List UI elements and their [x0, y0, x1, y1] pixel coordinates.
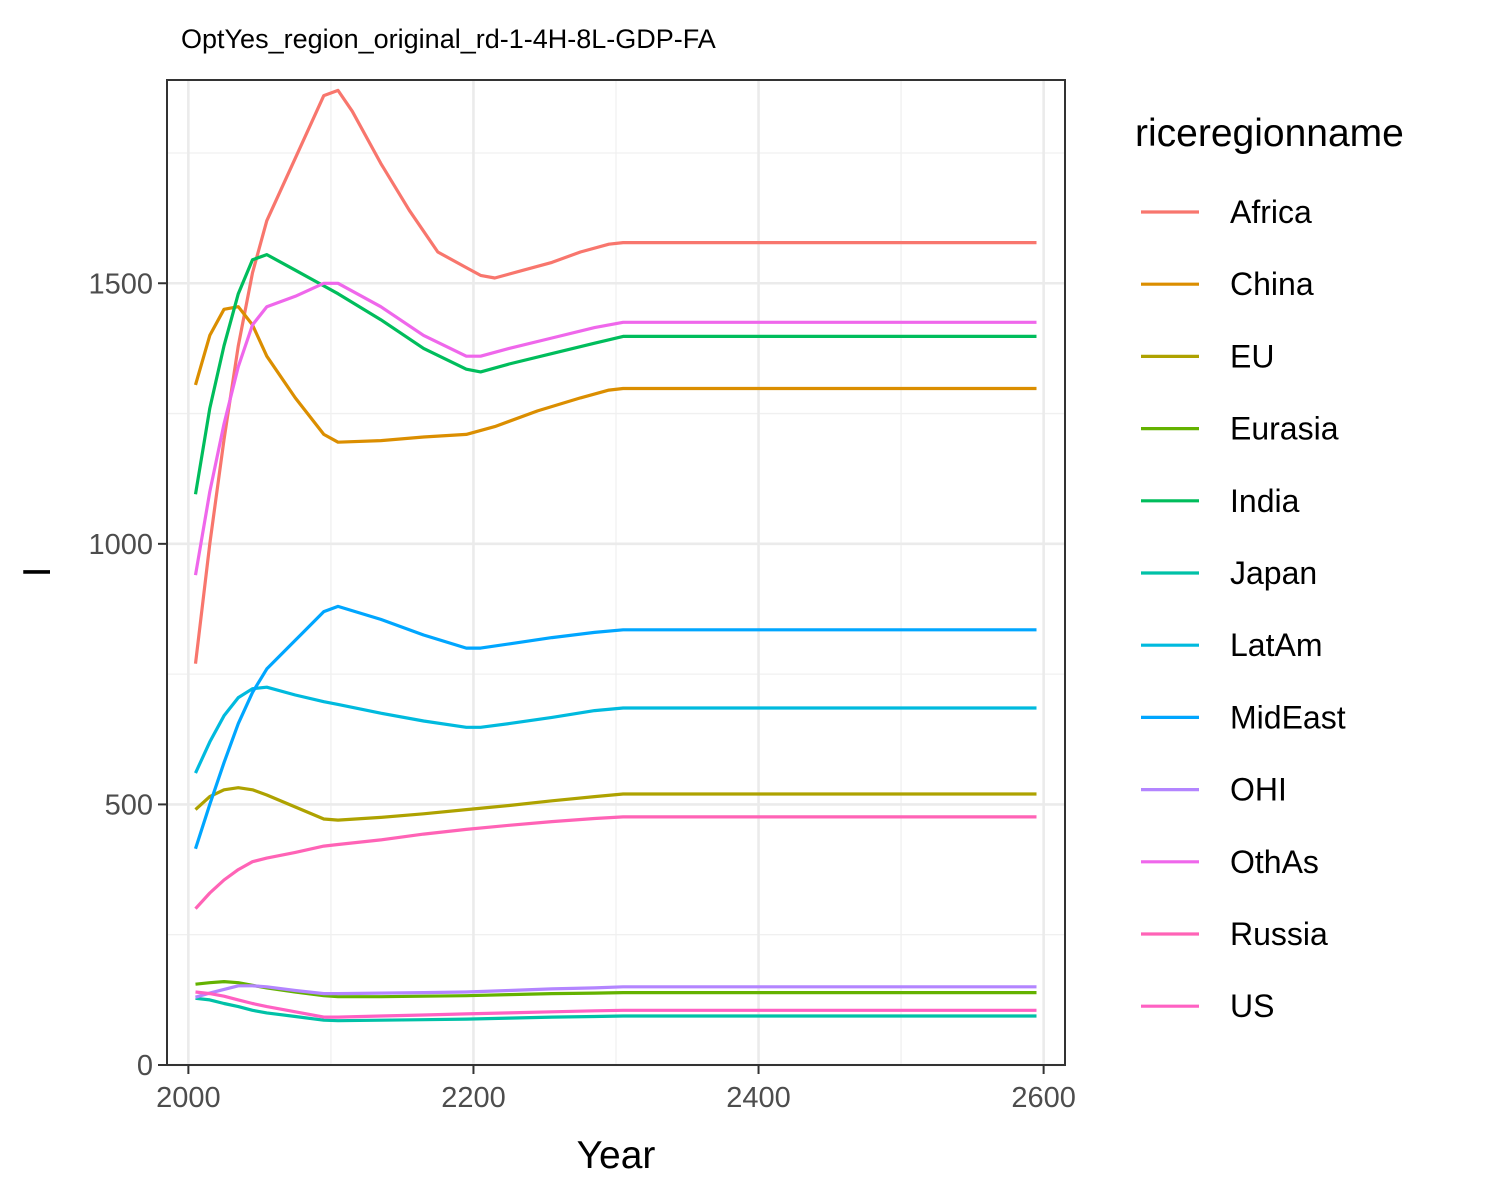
legend-label-china: China — [1230, 266, 1314, 302]
series-line-india — [193, 253, 1037, 495]
series-line-eu — [194, 786, 1037, 822]
plot-border — [166, 79, 1066, 1066]
legend-label-india: India — [1230, 483, 1300, 519]
series-line-eurasia — [195, 979, 1037, 999]
legend: Africa China EU Eurasia India Japan LatAm MidEa… — [1141, 194, 1346, 1024]
legend-label-eu: EU — [1230, 338, 1274, 374]
series-line-mideast — [193, 604, 1037, 850]
series-line-ohi — [195, 984, 1037, 999]
y-tick-label: 500 — [105, 789, 153, 821]
x-axis-title: Year — [577, 1134, 656, 1177]
series-lines — [193, 88, 1037, 1023]
y-axis-title: I — [16, 567, 59, 578]
series-line-japan — [195, 996, 1037, 1023]
legend-label-latam: LatAm — [1230, 627, 1322, 663]
series-line-russia — [194, 815, 1037, 910]
x-tick-label: 2600 — [1011, 1082, 1076, 1114]
y-tick-label: 1000 — [88, 529, 153, 561]
legend-label-us: US — [1230, 988, 1274, 1024]
x-tick-label: 2200 — [441, 1082, 506, 1114]
legend-label-eurasia: Eurasia — [1230, 411, 1339, 447]
axes: 2000 2200 2400 2600 0 500 1000 1500 — [88, 268, 1075, 1114]
y-tick-label: 0 — [137, 1050, 153, 1082]
legend-label-japan: Japan — [1230, 555, 1317, 591]
legend-title: riceregionname — [1135, 112, 1404, 155]
x-tick-label: 2400 — [726, 1082, 791, 1114]
y-tick-label: 1500 — [88, 268, 153, 300]
legend-label-russia: Russia — [1230, 916, 1328, 952]
legend-label-africa: Africa — [1230, 194, 1312, 230]
series-line-latam — [194, 685, 1037, 774]
chart-title: OptYes_region_original_rd-1-4H-8L-GDP-FA — [181, 24, 716, 54]
series-line-us — [195, 990, 1037, 1019]
legend-label-othas: OthAs — [1230, 844, 1319, 880]
series-line-africa — [193, 88, 1037, 664]
legend-label-ohi: OHI — [1230, 772, 1287, 808]
x-tick-label: 2000 — [156, 1082, 221, 1114]
series-line-othas — [193, 281, 1037, 576]
legend-label-mideast: MidEast — [1230, 699, 1346, 735]
